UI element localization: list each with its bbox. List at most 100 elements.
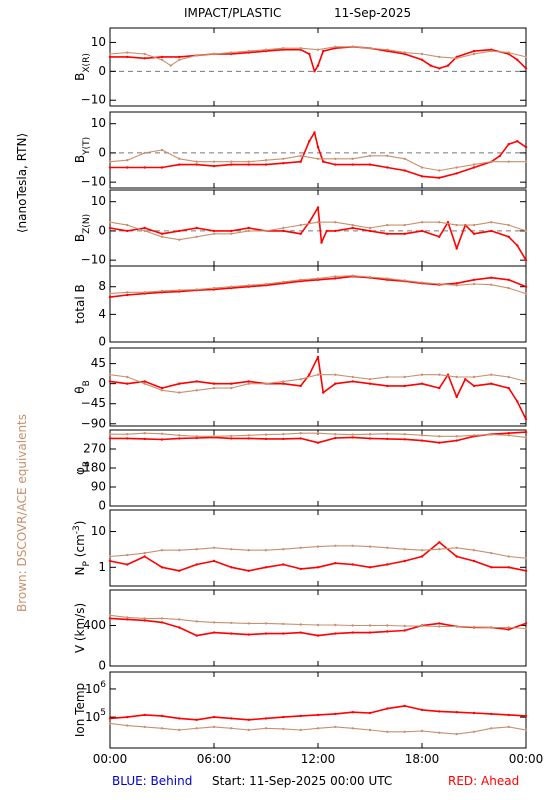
data-point [334, 544, 337, 547]
y-tick-label: 8 [98, 279, 106, 293]
data-point [334, 229, 337, 233]
panel-frame [109, 429, 527, 507]
y-tick-label: 10 [91, 524, 106, 538]
x-tick-label: 00:00 [93, 752, 128, 766]
data-point [403, 433, 406, 436]
data-point [195, 548, 198, 551]
data-point [247, 437, 250, 440]
data-point [322, 49, 325, 53]
data-point [143, 555, 146, 558]
data-point [472, 625, 476, 629]
data-point [438, 373, 441, 376]
data-point [316, 432, 320, 435]
data-point [195, 634, 198, 637]
data-point [108, 292, 112, 295]
data-point [282, 382, 285, 385]
data-point [316, 566, 320, 569]
data-point [507, 386, 510, 390]
data-point [472, 278, 476, 281]
panel-bx: 10 0 −10 BX(R) [73, 27, 528, 107]
data-point [212, 386, 216, 390]
data-point [282, 727, 285, 731]
data-point [524, 259, 528, 262]
panel-bt: 8 4 0 total B [73, 265, 528, 349]
data-point [420, 58, 424, 61]
data-point [420, 382, 424, 385]
data-point [143, 229, 146, 233]
data-point [212, 725, 216, 729]
data-point [212, 621, 216, 624]
data-point [403, 704, 406, 708]
data-point [334, 275, 337, 278]
series-ahead-line [110, 131, 527, 179]
data-point [446, 64, 450, 67]
data-point [178, 717, 181, 720]
data-point [368, 437, 372, 440]
data-point [490, 551, 493, 555]
data-point [455, 166, 458, 169]
data-point [351, 563, 354, 566]
data-point [282, 380, 285, 383]
data-point [178, 437, 181, 440]
data-point [143, 380, 146, 383]
data-point [143, 166, 146, 169]
data-point [455, 555, 458, 558]
data-point [143, 291, 146, 294]
data-point [438, 221, 441, 224]
data-point [160, 232, 164, 235]
data-point [316, 623, 320, 627]
data-point [420, 555, 424, 558]
data-point [351, 433, 354, 436]
data-point [247, 160, 250, 163]
data-point [230, 632, 233, 635]
series-ahead-line [109, 705, 527, 721]
data-point [438, 710, 441, 713]
data-point [160, 549, 164, 552]
data-point [524, 145, 528, 149]
data-point [516, 400, 519, 403]
data-point [299, 623, 302, 626]
data-point [195, 288, 198, 291]
data-point [308, 373, 311, 376]
data-point [455, 439, 458, 442]
data-point [313, 70, 316, 73]
data-point [299, 714, 302, 718]
data-point [195, 389, 198, 392]
data-point [195, 727, 198, 730]
y-tick-label: −90 [81, 416, 106, 430]
data-point [160, 727, 164, 730]
data-point [230, 621, 233, 625]
y-tick-label: 0 [98, 145, 106, 159]
data-point [264, 433, 268, 436]
data-point [490, 49, 493, 53]
data-point [472, 549, 476, 552]
data-point [316, 727, 320, 730]
x-tick-label: 12:00 [301, 752, 336, 766]
data-point [247, 163, 250, 166]
data-point [386, 437, 389, 441]
data-point [316, 206, 320, 209]
data-point [368, 566, 372, 569]
data-point [472, 163, 476, 166]
data-point [524, 622, 528, 625]
data-point [386, 707, 389, 710]
data-point [368, 154, 372, 157]
data-point [438, 235, 441, 238]
data-point [178, 728, 181, 732]
data-point [403, 169, 406, 172]
data-point [507, 566, 510, 569]
data-point [420, 166, 424, 169]
data-point [490, 221, 493, 224]
data-point [126, 293, 129, 297]
data-point [195, 226, 198, 230]
data-point [490, 712, 493, 716]
data-point [247, 382, 250, 385]
data-point [351, 380, 354, 383]
data-point [524, 418, 528, 421]
data-point [212, 52, 216, 56]
data-point [420, 221, 424, 224]
data-point [524, 160, 528, 163]
y-tick-label: 0 [98, 376, 106, 390]
data-point [282, 563, 285, 566]
